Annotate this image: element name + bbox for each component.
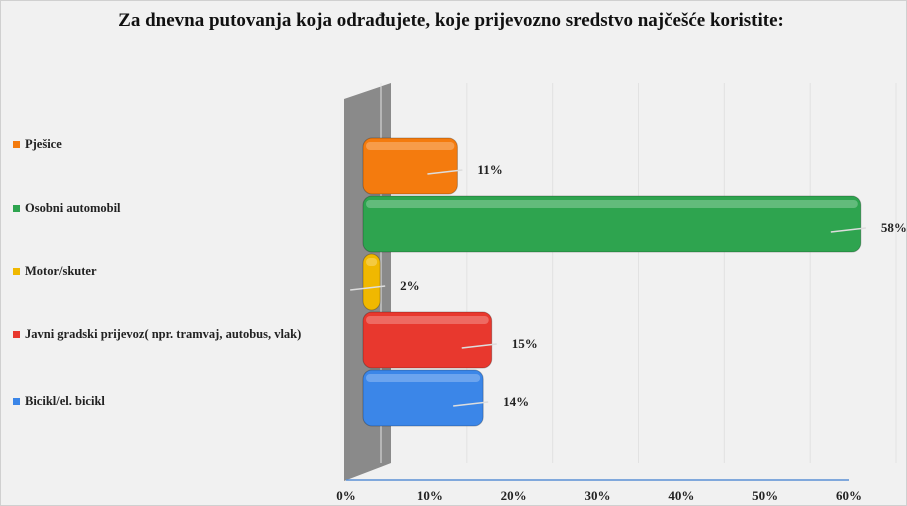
data-label: 11% bbox=[477, 162, 502, 177]
legend-label: Osobni automobil bbox=[25, 201, 121, 215]
bar-highlight bbox=[366, 142, 455, 150]
legend-item: Bicikl/el. bicikl bbox=[13, 394, 345, 409]
bar-highlight bbox=[366, 258, 378, 266]
data-label: 14% bbox=[503, 394, 529, 409]
bar-highlight bbox=[366, 316, 489, 324]
leader-line bbox=[830, 227, 866, 233]
chart-title: Za dnevna putovanja koja odrađujete, koj… bbox=[118, 10, 784, 31]
legend-swatch bbox=[13, 398, 20, 405]
bar bbox=[362, 137, 458, 195]
x-tick-label: 0% bbox=[336, 488, 356, 503]
bar bbox=[362, 369, 484, 427]
x-tick-label: 50% bbox=[752, 488, 778, 503]
legend-label: Motor/skuter bbox=[25, 264, 97, 278]
legend-item: Osobni automobil bbox=[13, 201, 345, 216]
x-tick-label: 30% bbox=[585, 488, 611, 503]
x-tick-label: 60% bbox=[836, 488, 862, 503]
legend-item: Pješice bbox=[13, 137, 345, 152]
bar bbox=[362, 253, 381, 311]
legend-swatch bbox=[13, 331, 20, 338]
data-label: 2% bbox=[400, 278, 420, 293]
legend-swatch bbox=[13, 141, 20, 148]
bar-highlight bbox=[366, 200, 858, 208]
data-label: 15% bbox=[512, 336, 538, 351]
legend-label: Pješice bbox=[25, 137, 62, 151]
bar bbox=[362, 311, 493, 369]
leader-line bbox=[453, 401, 489, 407]
x-tick-label: 10% bbox=[417, 488, 443, 503]
x-tick-label: 20% bbox=[501, 488, 527, 503]
bar bbox=[362, 195, 862, 253]
legend-item: Motor/skuter bbox=[13, 264, 345, 279]
legend-swatch bbox=[13, 268, 20, 275]
leader-line bbox=[350, 285, 386, 291]
legend-label: Javni gradski prijevoz( npr. tramvaj, au… bbox=[25, 327, 302, 341]
legend-label: Bicikl/el. bicikl bbox=[25, 394, 105, 408]
leader-line bbox=[427, 169, 463, 175]
data-label: 58% bbox=[881, 220, 907, 235]
leader-line bbox=[461, 343, 497, 349]
x-tick-label: 40% bbox=[668, 488, 694, 503]
legend-item: Javni gradski prijevoz( npr. tramvaj, au… bbox=[13, 327, 345, 342]
legend-swatch bbox=[13, 205, 20, 212]
bar-highlight bbox=[366, 374, 481, 382]
